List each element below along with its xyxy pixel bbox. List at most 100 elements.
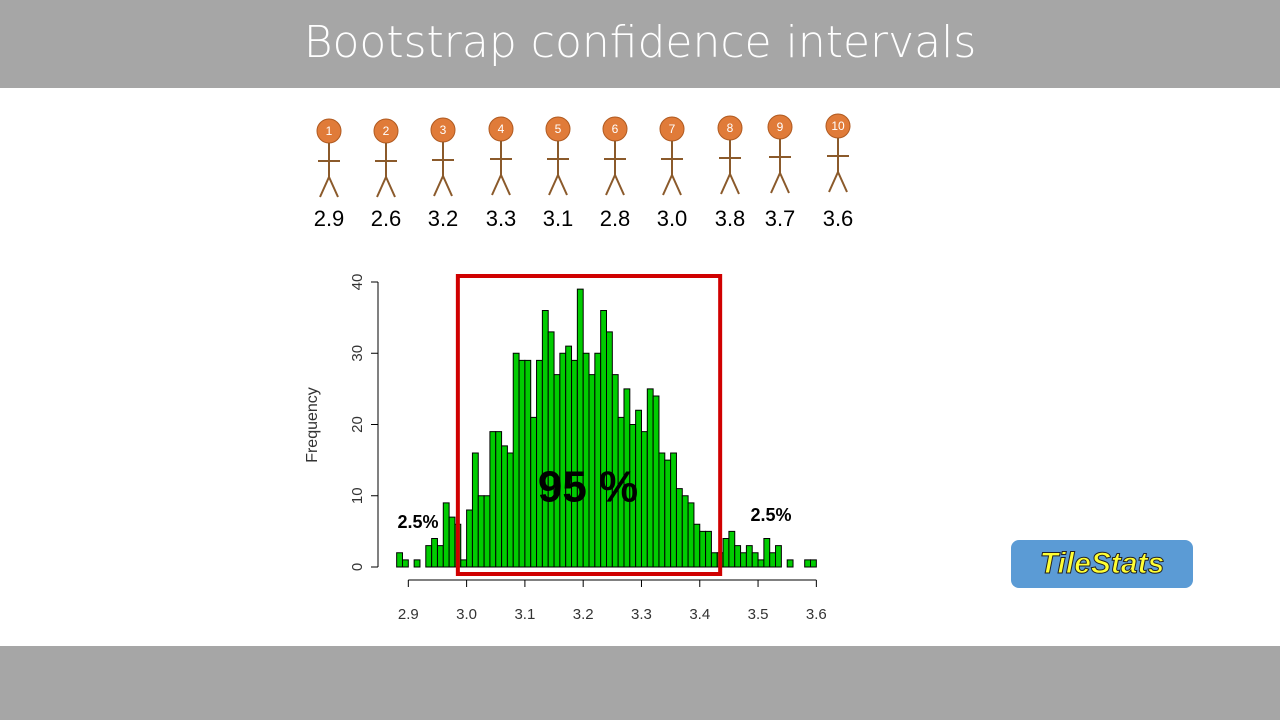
bar <box>763 538 771 568</box>
person: 22.6 <box>371 118 401 231</box>
bar <box>442 502 450 568</box>
bar <box>600 310 608 568</box>
bar <box>757 559 765 568</box>
person-id: 4 <box>498 122 505 136</box>
bar <box>541 310 549 568</box>
annotation: 2.5% <box>397 512 438 532</box>
person-id: 8 <box>727 121 734 135</box>
bar <box>693 523 701 568</box>
header-band <box>0 0 1280 88</box>
person-id: 9 <box>777 120 784 134</box>
bar <box>518 359 526 568</box>
person-value: 3.7 <box>765 206 796 231</box>
person-leg <box>319 176 330 198</box>
person-leg <box>662 174 673 196</box>
bar <box>576 288 584 568</box>
x-tick-label: 3.2 <box>573 606 594 623</box>
person: 33.2 <box>428 117 459 231</box>
y-tick-label: 0 <box>349 563 366 571</box>
person: 83.8 <box>715 115 745 231</box>
person-id: 2 <box>383 124 390 138</box>
people: 12.922.633.243.353.162.873.083.893.7103.… <box>314 113 854 231</box>
footer-band <box>0 646 1280 720</box>
person-leg <box>328 176 339 198</box>
person-leg <box>770 172 781 194</box>
person: 103.6 <box>823 113 854 231</box>
person-id: 3 <box>440 123 447 137</box>
bar <box>652 395 660 568</box>
bar <box>547 331 555 568</box>
y-tick-label: 40 <box>349 274 366 291</box>
x-tick-label: 3.3 <box>631 606 652 623</box>
bar <box>710 552 718 568</box>
person-value: 3.2 <box>428 206 459 231</box>
histogram: 0 10 20 30 40 Frequency 2.9 3.0 3.1 3.2 3.3 3.4 3.5 3… <box>304 274 827 623</box>
x-tick-label: 3.1 <box>514 606 535 623</box>
bar <box>658 452 666 568</box>
person-leg <box>837 171 848 193</box>
person-value: 2.8 <box>600 206 631 231</box>
bar <box>448 516 456 568</box>
bar <box>477 495 485 568</box>
person: 62.8 <box>600 116 631 231</box>
person: 73.0 <box>657 116 688 231</box>
person-leg <box>385 176 396 198</box>
person-value: 3.6 <box>823 206 854 231</box>
y-tick-label: 20 <box>349 416 366 433</box>
bar <box>401 559 409 568</box>
bar <box>483 495 491 568</box>
bar <box>670 452 677 568</box>
bar <box>687 502 695 568</box>
person-id: 7 <box>669 122 676 136</box>
y-axis-label: Frequency <box>304 387 321 463</box>
bar <box>565 345 573 568</box>
person-value: 3.3 <box>486 206 517 231</box>
bar <box>501 445 508 568</box>
bar <box>489 431 497 568</box>
bar <box>786 559 794 568</box>
person: 43.3 <box>486 116 517 231</box>
bar <box>640 431 648 568</box>
person: 93.7 <box>765 114 796 231</box>
person-leg <box>729 173 740 195</box>
y-tick-label: 30 <box>349 345 366 362</box>
person-leg <box>376 176 387 198</box>
person-leg <box>828 171 839 193</box>
bar <box>495 431 503 568</box>
bar <box>582 352 590 568</box>
bar <box>740 552 747 568</box>
person-leg <box>500 174 511 196</box>
person: 53.1 <box>543 116 573 231</box>
person-id: 1 <box>326 124 333 138</box>
bar <box>506 452 514 568</box>
bar <box>559 352 567 568</box>
person-value: 2.9 <box>314 206 345 231</box>
person-leg <box>605 174 616 196</box>
bar <box>413 559 421 568</box>
logo-text: TileStats <box>1040 547 1165 580</box>
person-leg <box>548 174 559 196</box>
bar <box>769 552 777 568</box>
person-value: 3.0 <box>657 206 688 231</box>
x-tick-label: 3.6 <box>806 606 827 623</box>
bar <box>705 530 712 568</box>
bar <box>594 352 602 568</box>
annotation: 95 % <box>538 463 638 512</box>
bar <box>728 530 736 568</box>
bar <box>804 559 812 568</box>
person-id: 6 <box>612 122 619 136</box>
bar <box>734 545 742 568</box>
bar <box>606 331 613 568</box>
x-tick-label: 3.4 <box>689 606 710 623</box>
bar <box>745 545 753 568</box>
bar <box>810 559 817 568</box>
slide-title: Bootstrap confidence intervals <box>304 17 977 68</box>
bar <box>664 459 672 568</box>
bar <box>681 495 689 568</box>
person-leg <box>614 174 625 196</box>
annotation: 2.5% <box>750 505 791 525</box>
person-leg <box>720 173 731 195</box>
person-leg <box>491 174 502 196</box>
person-leg <box>779 172 790 194</box>
